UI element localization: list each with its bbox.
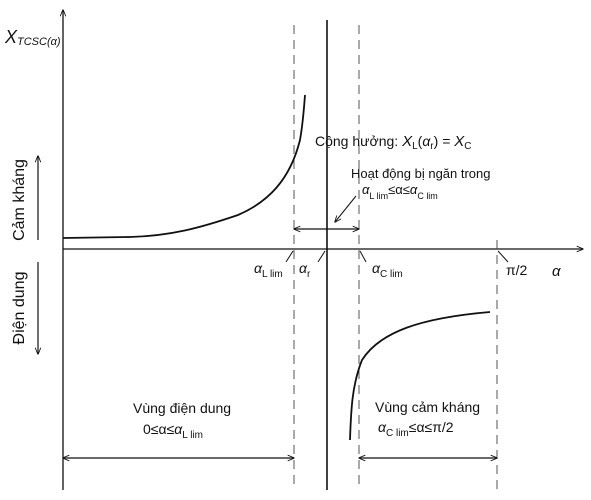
inductive-zone-range: αC lim≤α≤π/2 — [378, 419, 454, 439]
y-axis-label: XTCSC(α) — [4, 27, 61, 48]
tick-alpha-l-lim: αL lim — [254, 260, 283, 280]
inductive-zone-title: Vùng cảm kháng — [375, 399, 480, 415]
tick-alpha-c-lim: αC lim — [372, 260, 403, 280]
forbidden-pointer — [335, 195, 357, 222]
forbidden-label-line2: αL lim≤α≤αC lim — [362, 182, 438, 201]
alpha-c-tick-pointer — [359, 250, 367, 263]
capacitive-region-label: Điện dung — [11, 272, 28, 345]
inductive-curve — [62, 94, 306, 239]
pi-tick-pointer — [497, 250, 509, 263]
capacitive-zone-range: 0≤α≤αL lim — [143, 421, 203, 441]
forbidden-label-line1: Hoạt động bị ngăn trong — [351, 166, 491, 181]
tick-alpha-r: αr — [299, 260, 311, 280]
capacitive-curve — [349, 311, 491, 441]
inductive-region-label: Cảm kháng — [11, 159, 28, 241]
x-axis-symbol: α — [552, 263, 561, 280]
capacitive-zone-title: Vùng điện dung — [133, 400, 231, 416]
resonance-label: Cộng hưởng: XL(αr) = XC — [315, 133, 472, 152]
tick-pi-half: π/2 — [506, 262, 528, 278]
alpha-r-tick-pointer — [317, 250, 326, 263]
alpha-l-tick-pointer — [285, 250, 294, 263]
